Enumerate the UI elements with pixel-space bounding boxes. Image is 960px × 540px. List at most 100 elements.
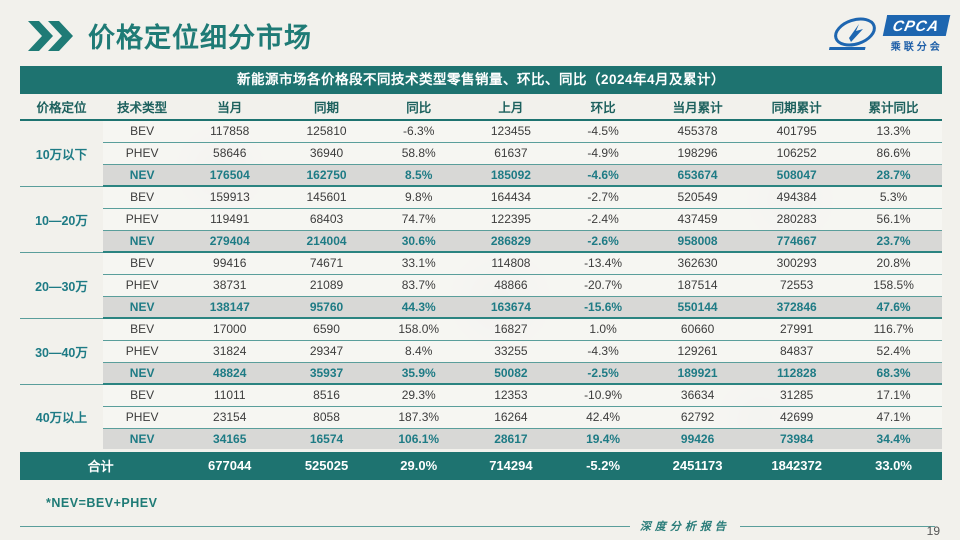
value-cell: 56.1% bbox=[845, 208, 942, 231]
value-cell: 11011 bbox=[181, 384, 279, 407]
logo-text: CPCA 乘联分会 bbox=[883, 15, 951, 53]
value-cell: -4.9% bbox=[559, 142, 647, 165]
price-band-label: 10—20万 bbox=[20, 186, 103, 253]
value-cell: 123455 bbox=[462, 120, 560, 143]
value-cell: 38731 bbox=[181, 274, 279, 297]
value-cell: 508047 bbox=[748, 164, 846, 187]
column-header-4: 同比 bbox=[374, 94, 463, 121]
double-chevron-icon bbox=[28, 20, 73, 51]
value-cell: 145601 bbox=[278, 186, 375, 209]
value-cell: 5.3% bbox=[845, 186, 942, 209]
value-cell: 74671 bbox=[278, 252, 375, 275]
value-cell: 36940 bbox=[278, 142, 375, 165]
tech-type-cell: NEV bbox=[102, 428, 182, 451]
value-cell: 19.4% bbox=[559, 428, 647, 451]
value-cell: 31285 bbox=[748, 384, 846, 407]
table-caption: 新能源市场各价格段不同技术类型零售销量、环比、同比（2024年4月及累计） bbox=[20, 66, 942, 94]
total-value-cell: 525025 bbox=[278, 448, 375, 480]
table-row: 40万以上 BEV 11011 8516 29.3% 12353 -10.9% 36634 31… bbox=[20, 384, 942, 451]
value-cell: 17.1% bbox=[845, 384, 942, 407]
value-cell: 27991 bbox=[748, 318, 846, 341]
value-cell: 44.3% bbox=[374, 296, 463, 319]
value-cell: 138147 bbox=[181, 296, 279, 319]
value-cell: -13.4% bbox=[559, 252, 647, 275]
footer-line-right bbox=[739, 525, 935, 527]
tech-type-cell: PHEV bbox=[102, 142, 182, 165]
value-cell: 125810 bbox=[278, 120, 375, 143]
footer-label: 深度分析报告 bbox=[639, 521, 730, 533]
value-cell: 129261 bbox=[646, 340, 749, 363]
value-cell: 653674 bbox=[646, 164, 749, 187]
value-cell: 17000 bbox=[181, 318, 279, 341]
value-cell: 158.0% bbox=[374, 318, 463, 341]
tech-type-cell: BEV bbox=[102, 186, 182, 209]
tech-type-cell: PHEV bbox=[102, 340, 182, 363]
value-cell: 61637 bbox=[462, 142, 560, 165]
value-cell: 774667 bbox=[748, 230, 846, 253]
value-cell: 187.3% bbox=[374, 406, 463, 429]
column-header-1: 技术类型 bbox=[102, 94, 182, 121]
value-cell: 95760 bbox=[278, 296, 375, 319]
value-cell: 106252 bbox=[748, 142, 846, 165]
value-cell: 23154 bbox=[181, 406, 279, 429]
value-cell: 112828 bbox=[748, 362, 846, 385]
table-row: NEV 279404 214004 30.6% 286829 -2.6% 958008 774… bbox=[20, 230, 942, 253]
page-title: 价格定位细分市场 bbox=[88, 23, 312, 53]
value-cell: 62792 bbox=[646, 406, 749, 429]
value-cell: 279404 bbox=[181, 230, 279, 253]
column-header-9: 累计同比 bbox=[845, 94, 942, 121]
value-cell: 8.5% bbox=[374, 164, 463, 187]
value-cell: 520549 bbox=[646, 186, 749, 209]
page-number: 19 bbox=[926, 524, 940, 538]
value-cell: 31824 bbox=[181, 340, 279, 363]
table-row: NEV 48824 35937 35.9% 50082 -2.5% 189921 112828… bbox=[20, 362, 942, 385]
total-row: 合计 677044 525025 29.0% 714294 -5.2% 2451173 184… bbox=[20, 448, 942, 480]
table-row: 10万以下 BEV 117858 125810 -6.3% 123455 -4.5% 4553… bbox=[20, 120, 942, 187]
value-cell: 20.8% bbox=[845, 252, 942, 275]
value-cell: 1.0% bbox=[559, 318, 647, 341]
value-cell: 34.4% bbox=[845, 428, 942, 451]
value-cell: -2.5% bbox=[559, 362, 647, 385]
value-cell: 550144 bbox=[646, 296, 749, 319]
value-cell: 164434 bbox=[462, 186, 560, 209]
value-cell: 47.1% bbox=[845, 406, 942, 429]
table-row: PHEV 38731 21089 83.7% 48866 -20.7% 187514 7255… bbox=[20, 274, 942, 297]
table-body: 10万以下 BEV 117858 125810 -6.3% 123455 -4.5% 4553… bbox=[20, 120, 942, 451]
value-cell: 33255 bbox=[462, 340, 560, 363]
value-cell: 12353 bbox=[462, 384, 560, 407]
value-cell: 116.7% bbox=[845, 318, 942, 341]
tech-type-cell: BEV bbox=[102, 252, 182, 275]
value-cell: 68.3% bbox=[845, 362, 942, 385]
table-row: NEV 34165 16574 106.1% 28617 19.4% 99426 73984 3… bbox=[20, 428, 942, 451]
value-cell: 16264 bbox=[462, 406, 560, 429]
value-cell: -4.3% bbox=[559, 340, 647, 363]
value-cell: 42.4% bbox=[559, 406, 647, 429]
value-cell: 958008 bbox=[646, 230, 749, 253]
value-cell: 117858 bbox=[181, 120, 279, 143]
footer-line-left bbox=[20, 525, 630, 527]
value-cell: 34165 bbox=[181, 428, 279, 451]
total-label: 合计 bbox=[20, 448, 182, 480]
value-cell: 106.1% bbox=[374, 428, 463, 451]
table-row: 10—20万 BEV 159913 145601 9.8% 164434 -2.7% 5205… bbox=[20, 186, 942, 253]
value-cell: 114808 bbox=[462, 252, 560, 275]
value-cell: 372846 bbox=[748, 296, 846, 319]
value-cell: 21089 bbox=[278, 274, 375, 297]
value-cell: 52.4% bbox=[845, 340, 942, 363]
value-cell: 48824 bbox=[181, 362, 279, 385]
total-value-cell: -5.2% bbox=[559, 448, 647, 480]
total-value-cell: 29.0% bbox=[374, 448, 463, 480]
value-cell: 84837 bbox=[748, 340, 846, 363]
value-cell: 300293 bbox=[748, 252, 846, 275]
logo-acronym: CPCA bbox=[883, 15, 951, 36]
total-value-cell: 714294 bbox=[462, 448, 560, 480]
column-header-5: 上月 bbox=[462, 94, 560, 121]
footnote: *NEV=BEV+PHEV bbox=[46, 496, 158, 510]
tech-type-cell: NEV bbox=[102, 296, 182, 319]
value-cell: 86.6% bbox=[845, 142, 942, 165]
value-cell: 73984 bbox=[748, 428, 846, 451]
value-cell: -4.5% bbox=[559, 120, 647, 143]
tech-type-cell: PHEV bbox=[102, 274, 182, 297]
value-cell: 83.7% bbox=[374, 274, 463, 297]
value-cell: 189921 bbox=[646, 362, 749, 385]
